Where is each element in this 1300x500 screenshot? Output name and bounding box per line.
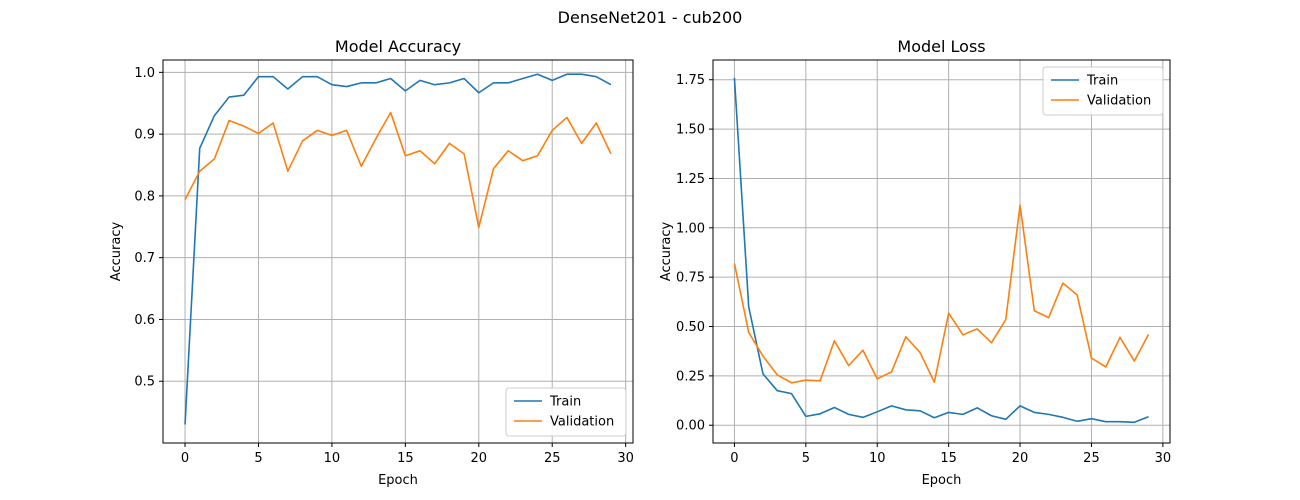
y-tick-label: 0.75 [676, 271, 705, 286]
x-tick-label: 0 [730, 451, 738, 466]
chart-title: Model Loss [897, 37, 985, 56]
x-tick-label: 30 [1155, 451, 1172, 466]
y-tick-label: 1.0 [134, 66, 155, 81]
legend-label-validation: Validation [1087, 94, 1151, 109]
y-tick-label: 1.75 [676, 73, 705, 88]
y-tick-label: 0.00 [676, 419, 705, 434]
legend: Train Validation [505, 387, 627, 437]
series-line-validation [184, 111, 612, 229]
y-tick-label: 0.6 [134, 313, 155, 328]
axes-frame [162, 59, 634, 444]
x-tick-label: 10 [324, 451, 341, 466]
y-tick-label: 0.5 [134, 375, 155, 390]
series-line-train [184, 73, 612, 425]
x-tick-label: 15 [940, 451, 957, 466]
y-tick-label: 1.00 [676, 221, 705, 236]
y-tick-label: 1.50 [676, 123, 705, 138]
accuracy-chart: 0 5 10 15 20 25 30 0.5 0.6 0.7 0.8 0.9 1.0 Model Accu… [109, 37, 634, 488]
y-tick-label: 0.9 [134, 128, 155, 143]
x-tick-label: 25 [1083, 451, 1100, 466]
x-tick-label: 5 [802, 451, 810, 466]
x-tick-label: 10 [869, 451, 886, 466]
x-tick-label: 30 [617, 451, 634, 466]
y-axis-label: Accuracy [109, 222, 124, 282]
grid-lines [713, 60, 1170, 443]
x-tick-label: 20 [1012, 451, 1029, 466]
x-axis-label: Epoch [378, 473, 418, 488]
y-tick-label: 0.25 [676, 369, 705, 384]
legend-label-validation: Validation [550, 415, 614, 430]
figure-suptitle: DenseNet201 - cub200 [558, 8, 743, 27]
axes-frame [712, 59, 1171, 444]
y-axis-label: Accuracy [659, 222, 674, 282]
loss-chart: 0 5 10 15 20 25 30 0.00 0.25 0.50 0.75 1.00 1.25 1.50… [659, 37, 1171, 488]
series-line-validation [733, 204, 1150, 384]
x-tick-label: 25 [544, 451, 561, 466]
legend-label-train: Train [1086, 74, 1118, 89]
legend-box [1042, 66, 1164, 116]
x-tick-label: 5 [254, 451, 262, 466]
legend-label-train: Train [549, 395, 581, 410]
x-tick-label: 0 [181, 451, 189, 466]
series-line-train [733, 77, 1149, 424]
chart-title: Model Accuracy [335, 37, 461, 56]
x-tick-label: 20 [471, 451, 488, 466]
legend: Train Validation [1042, 66, 1164, 116]
y-tick-label: 0.50 [676, 320, 705, 335]
grid-lines [163, 60, 633, 443]
legend-box [505, 387, 627, 437]
x-tick-label: 15 [397, 451, 414, 466]
x-axis-label: Epoch [922, 473, 962, 488]
y-tick-label: 0.7 [134, 251, 155, 266]
y-tick-label: 0.8 [134, 189, 155, 204]
y-tick-label: 1.25 [676, 172, 705, 187]
